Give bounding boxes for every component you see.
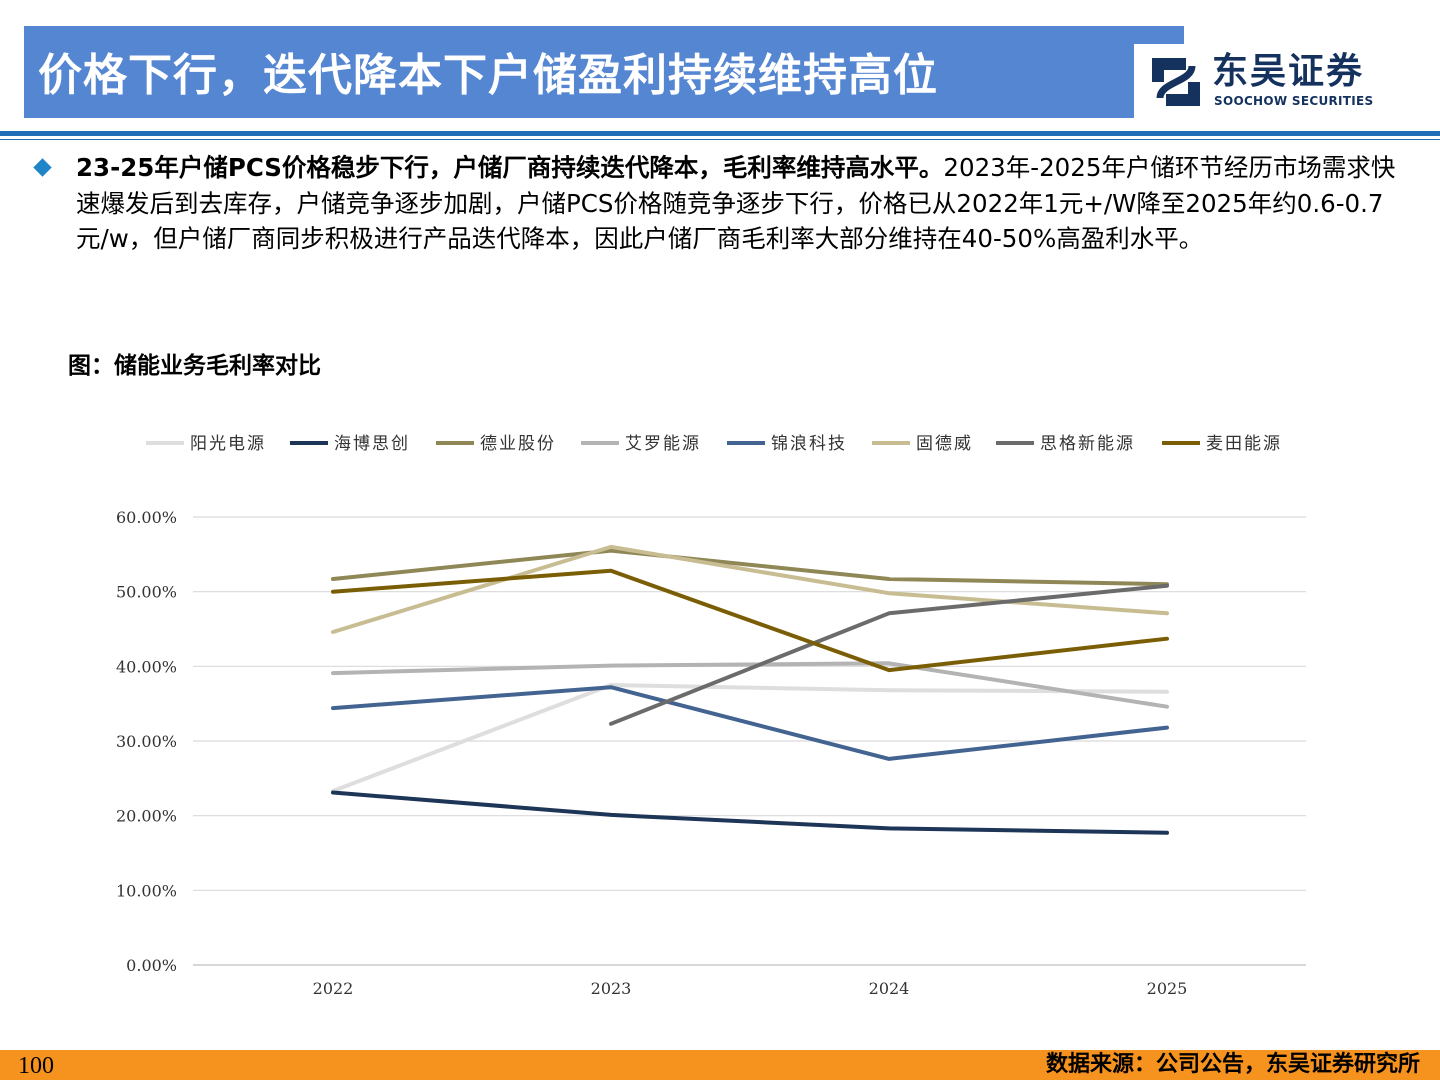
y-tick-label: 50.00% [116, 583, 177, 602]
x-tick-label: 2023 [591, 979, 632, 998]
summary-body: 2023年-2025年户储环节经历市场需求快速爆发后到去库存，户储竞争逐步加剧，… [76, 153, 1396, 253]
legend-label: 艾罗能源 [625, 434, 701, 454]
legend-label: 阳光电源 [190, 434, 266, 454]
y-tick-label: 40.00% [116, 657, 177, 676]
title-bar [24, 26, 1134, 118]
page-title: 价格下行，迭代降本下户储盈利持续维持高位 [38, 50, 938, 101]
logo-chinese-name: 东吴证券 [1212, 51, 1365, 92]
series-line [331, 548, 1169, 587]
company-logo: 东吴证券 SOOCHOW SECURITIES [1146, 50, 1416, 114]
y-tick-label: 0.00% [126, 956, 177, 975]
x-tick-label: 2022 [313, 979, 354, 998]
series-line [331, 790, 1169, 835]
legend-label: 麦田能源 [1206, 434, 1282, 454]
y-tick-label: 60.00% [116, 508, 177, 527]
x-tick-label: 2024 [869, 979, 910, 998]
title-bar-tab [1134, 26, 1184, 44]
chart-legend: 阳光电源 海博思创 德业股份 艾罗能源 锦浪科技 固德威 思格新能源 麦田能源 [146, 434, 1282, 454]
header-divider [0, 131, 1440, 136]
legend-label: 锦浪科技 [771, 434, 847, 454]
chart-series [331, 544, 1169, 835]
legend-label: 思格新能源 [1040, 434, 1135, 454]
legend-label: 海博思创 [334, 434, 410, 454]
summary-paragraph: 23-25年户储PCS价格稳步下行，户储厂商持续迭代降本，毛利率维持高水平。20… [76, 150, 1416, 257]
series-line [331, 683, 1169, 793]
series-line [331, 544, 1169, 634]
footer-bar [0, 1050, 1440, 1080]
x-tick-label: 2025 [1147, 979, 1188, 998]
series-line [331, 661, 1169, 709]
legend-label: 固德威 [916, 434, 973, 454]
y-tick-label: 20.00% [116, 807, 177, 826]
series-line [331, 685, 1169, 761]
soochow-logo-icon [1152, 58, 1200, 106]
y-tick-label: 30.00% [116, 732, 177, 751]
header-divider-thin [0, 139, 1440, 140]
logo-english-name: SOOCHOW SECURITIES [1214, 94, 1374, 108]
data-source: 数据来源：公司公告，东吴证券研究所 [1045, 1052, 1420, 1077]
chart-axes: 0.00% 10.00% 20.00% 30.00% 40.00% 50.00% 60.00… [116, 508, 1187, 998]
figure-title: 图：储能业务毛利率对比 [68, 353, 321, 379]
y-tick-label: 10.00% [116, 881, 177, 900]
summary-lead: 23-25年户储PCS价格稳步下行，户储厂商持续迭代降本，毛利率维持高水平。 [76, 153, 944, 182]
page-number: 100 [18, 1053, 54, 1079]
series-line [609, 583, 1169, 726]
legend-label: 德业股份 [480, 434, 556, 454]
series-line [331, 568, 1169, 673]
